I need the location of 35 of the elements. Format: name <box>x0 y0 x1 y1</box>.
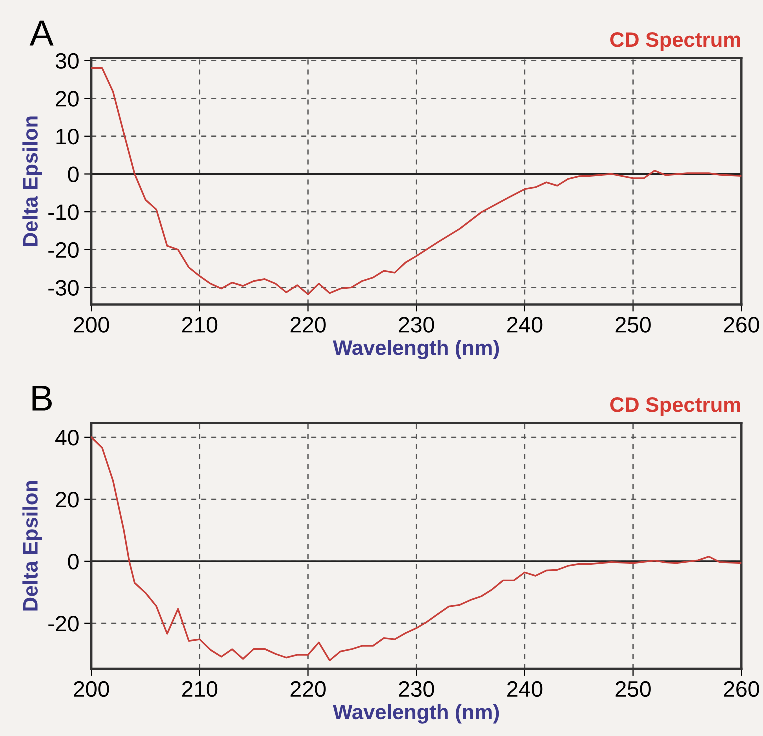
y-tick-label: 0 <box>68 554 79 570</box>
x-tick-label: 250 <box>616 317 651 333</box>
x-tick-label: 260 <box>724 317 760 333</box>
line-series <box>92 68 742 296</box>
y-tick-label: 20 <box>56 91 79 107</box>
x-tick-label: 210 <box>182 317 218 333</box>
y-axis-title: Delta Epsilon <box>22 116 42 246</box>
y-tick-label: 30 <box>56 53 79 70</box>
x-tick-label: 200 <box>74 317 110 333</box>
x-tick-label: 200 <box>74 681 110 698</box>
x-tick-label: 220 <box>290 681 326 698</box>
x-axis-title: Wavelength (nm) <box>333 704 500 724</box>
x-tick-label: 230 <box>399 317 434 333</box>
y-tick-label: 10 <box>56 128 79 145</box>
y-axis-title: Delta Epsilon <box>22 481 42 611</box>
y-tick-label: -20 <box>48 616 79 632</box>
chart-title: CD Spectrum <box>610 32 740 52</box>
y-tick-label: 0 <box>68 166 79 183</box>
x-tick-label: 250 <box>616 681 651 698</box>
y-tick-label: -30 <box>48 280 79 296</box>
line-series <box>92 436 742 662</box>
y-tick-label: 40 <box>56 430 79 446</box>
x-tick-label: 240 <box>508 681 543 698</box>
text: A <box>30 20 54 46</box>
x-tick-label: 210 <box>182 681 218 698</box>
x-axis-title: Wavelength (nm) <box>333 340 500 360</box>
y-tick-label: -20 <box>48 242 79 258</box>
x-tick-label: 230 <box>399 681 434 698</box>
text: B <box>32 386 52 411</box>
y-tick-label: 20 <box>56 492 79 508</box>
chart-title: CD Spectrum <box>610 398 740 416</box>
x-tick-label: 260 <box>724 681 760 698</box>
x-tick-label: 220 <box>290 317 326 333</box>
x-tick-label: 240 <box>508 317 543 333</box>
y-tick-label: -10 <box>48 204 79 220</box>
